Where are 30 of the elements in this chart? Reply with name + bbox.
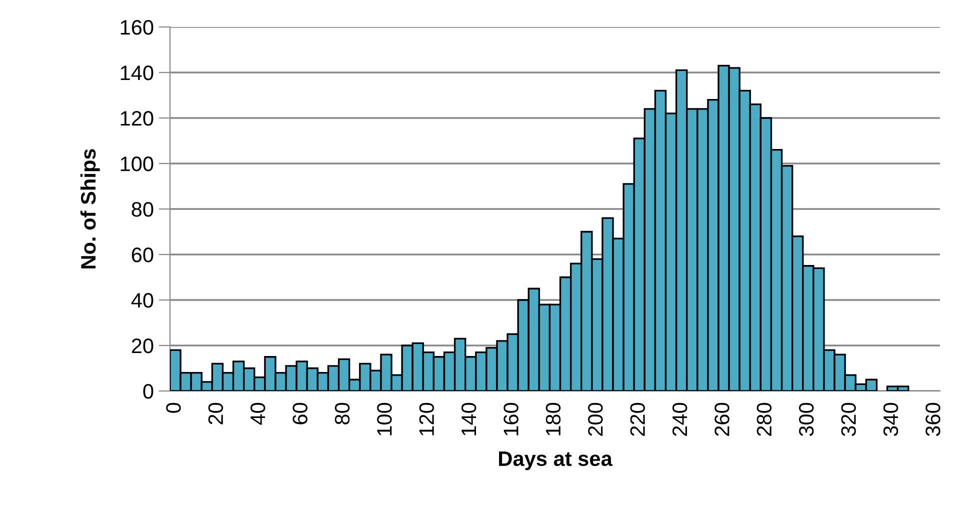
y-tick-label: 20 — [132, 338, 154, 354]
x-tick-label: 340 — [883, 402, 898, 436]
x-tick-label: 220 — [630, 402, 645, 436]
y-tick-label: 100 — [120, 156, 154, 172]
x-tick-label: 40 — [250, 402, 266, 425]
x-tick-label: 100 — [377, 402, 392, 436]
x-tick-label: 160 — [504, 402, 518, 436]
x-axis-title: Days at sea — [499, 452, 612, 470]
x-tick-label: 0 — [166, 402, 181, 413]
x-tick-label: 60 — [292, 402, 308, 424]
x-tick-label: 240 — [672, 402, 688, 436]
y-tick-label: 60 — [132, 248, 154, 262]
x-tick-label: 80 — [334, 402, 350, 424]
y-tick-label: 120 — [120, 111, 154, 126]
x-tick-label: 120 — [419, 402, 434, 436]
x-tick-label: 260 — [714, 402, 730, 436]
x-tick-label: 280 — [756, 402, 772, 436]
x-tick-label: 360 — [926, 402, 940, 436]
x-tick-label: 180 — [546, 402, 561, 436]
x-tick-label: 300 — [798, 402, 814, 436]
y-tick-label: 0 — [143, 384, 154, 399]
y-tick-label: 160 — [120, 20, 154, 35]
y-axis-title: No. of Ships — [80, 149, 100, 268]
x-tick-label: 20 — [208, 402, 224, 424]
x-tick-label: 320 — [841, 402, 856, 436]
y-tick-label: 140 — [120, 66, 154, 80]
x-tick-label: 200 — [588, 402, 603, 436]
y-tick-label: 40 — [131, 293, 154, 308]
y-tick-label: 80 — [132, 202, 154, 217]
x-tick-label: 140 — [461, 402, 476, 436]
